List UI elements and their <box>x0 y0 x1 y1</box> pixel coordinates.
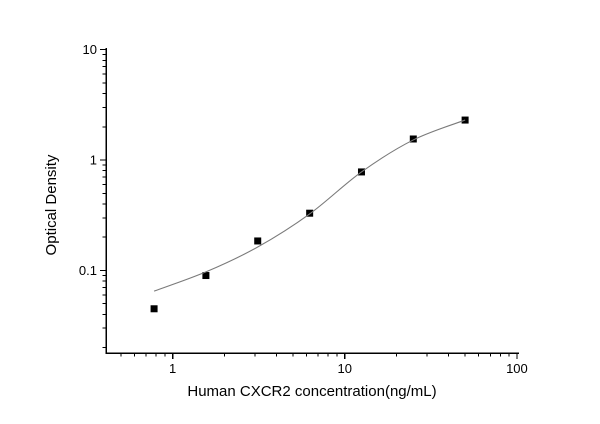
y-tick-label: 0.1 <box>79 263 97 278</box>
data-point-marker <box>202 272 210 280</box>
y-tick-label: 1 <box>90 153 97 168</box>
x-axis-title: Human CXCR2 concentration(ng/mL) <box>187 383 436 400</box>
data-point-marker <box>254 237 262 245</box>
axes-layer <box>105 48 519 354</box>
x-tick-label: 100 <box>506 361 528 376</box>
data-point-marker <box>409 135 417 143</box>
data-point-marker <box>150 305 158 313</box>
x-tick-label: 10 <box>338 361 352 376</box>
x-tick-label: 1 <box>169 361 176 376</box>
fit-curve-path <box>153 119 466 292</box>
data-point-marker <box>306 209 314 217</box>
y-tick-label: 10 <box>83 42 97 57</box>
data-layer <box>150 116 469 313</box>
y-axis-title: Optical Density <box>43 154 60 255</box>
ticks-layer: 1 10 100 0.1 1 10 <box>79 42 528 376</box>
